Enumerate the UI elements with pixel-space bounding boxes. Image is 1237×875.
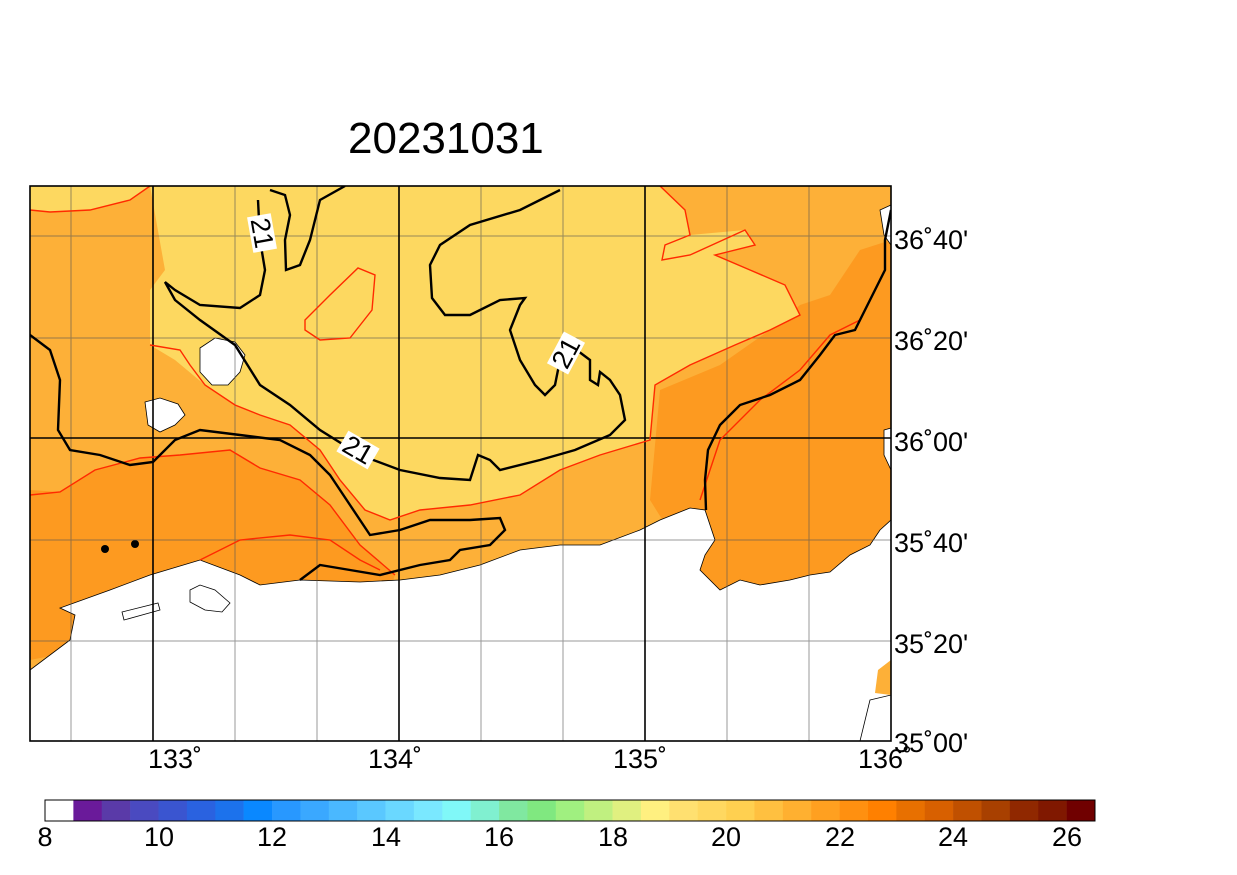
colorbar-box-10	[328, 800, 358, 821]
colorbar-box-17	[527, 800, 557, 821]
major-grid	[30, 186, 891, 741]
colorbar-box-30	[896, 800, 926, 821]
colorbar-tick-10: 10	[144, 822, 174, 852]
red-contour-east	[699, 319, 861, 501]
island-dot-1	[101, 545, 109, 553]
colorbar-tick-16: 16	[484, 822, 514, 852]
red-contour-north	[30, 186, 151, 213]
lat-label-36-00: 36˚00'	[894, 427, 968, 457]
colorbar-box-16	[499, 800, 528, 821]
contour-21-west	[30, 334, 507, 581]
small-island-2	[189, 584, 231, 613]
black-contours	[30, 186, 891, 581]
sst-light-region	[150, 186, 800, 520]
small-island-1	[121, 602, 161, 621]
colorbar-box-22	[669, 800, 698, 821]
contour-label-1: 21	[245, 213, 280, 253]
colorbar-box-26	[782, 800, 812, 821]
colorbar-box-24	[726, 800, 755, 821]
sst-light-north-west	[30, 186, 150, 212]
red-contour-main	[149, 186, 801, 521]
red-contour-island	[304, 267, 376, 341]
colorbar-box-13	[413, 800, 443, 821]
colorbar-box-33	[981, 800, 1011, 821]
map-title: 20231031	[348, 114, 544, 163]
colorbar-box-15	[470, 800, 500, 821]
land-east	[879, 204, 891, 246]
lat-label-36-20: 36˚20'	[894, 326, 968, 356]
colorbar-box-28	[839, 800, 869, 821]
map-field: 21 21 21	[30, 186, 891, 741]
colorbar-box-7	[243, 800, 273, 821]
red-contour-south	[199, 534, 381, 571]
colorbar-tick-22: 22	[825, 822, 855, 852]
lat-label-35-20: 35˚20'	[894, 629, 968, 659]
lon-label-133: 133˚	[148, 744, 202, 774]
colorbar-box-9	[300, 800, 330, 821]
colorbar-box-32	[953, 800, 982, 821]
colorbar-tick-12: 12	[257, 822, 287, 852]
colorbar-box-34	[1009, 800, 1039, 821]
colorbar-box-5	[186, 800, 216, 821]
colorbar-box-20	[612, 800, 642, 821]
contour-21-north	[269, 186, 346, 272]
lon-label-136: 136˚	[858, 744, 912, 774]
colorbar-box-12	[385, 800, 415, 821]
colorbar-frame	[44, 799, 1096, 822]
minor-grid	[30, 186, 891, 741]
colorbar-box-19	[584, 800, 613, 821]
colorbar-box-8	[272, 800, 301, 821]
lon-label-135: 135˚	[613, 744, 667, 774]
contour-21-central	[163, 188, 627, 482]
colorbar-box-4	[158, 800, 188, 821]
colorbar-box-35	[1038, 800, 1067, 821]
colorbar-tick-24: 24	[938, 822, 968, 852]
red-contours	[30, 186, 861, 576]
colorbar-box-6	[215, 800, 244, 821]
colorbar-box-27	[811, 800, 840, 821]
colorbar-box-3	[130, 800, 159, 821]
colorbar-tick-8: 8	[37, 822, 52, 852]
oki-small-island	[144, 397, 186, 433]
colorbar-box-36	[1066, 800, 1096, 821]
colorbar-box-25	[754, 800, 784, 821]
map-frame	[29, 185, 892, 742]
land-southeast	[859, 694, 891, 741]
colorbar-labels: 8 10 12 14 16 18 20 22 24 26	[37, 822, 1082, 852]
colorbar-box-14	[442, 800, 471, 821]
colorbar-tick-18: 18	[598, 822, 628, 852]
colorbar-box-1	[73, 800, 103, 821]
colorbar-box-2	[101, 800, 131, 821]
lat-label-35-00: 35˚00'	[894, 728, 968, 758]
lat-label-35-40: 35˚40'	[894, 528, 968, 558]
colorbar-box-21	[640, 800, 670, 821]
red-contour-west	[30, 449, 396, 576]
contour-21-east	[703, 209, 891, 511]
lat-label-36-40: 36˚40'	[894, 225, 968, 255]
sst-southeast-patch	[875, 660, 891, 695]
colorbar-box-18	[555, 800, 585, 821]
colorbar-tick-26: 26	[1052, 822, 1082, 852]
colorbar-box-31	[924, 800, 954, 821]
colorbar-tick-20: 20	[711, 822, 741, 852]
colorbar-box-0	[45, 800, 74, 821]
contour-label-text-1: 21	[245, 216, 280, 251]
colorbar-box-23	[697, 800, 727, 821]
island-dot-2	[131, 540, 139, 548]
colorbar-box-11	[357, 800, 386, 821]
oki-island	[199, 337, 246, 386]
colorbar-box-29	[867, 800, 897, 821]
lon-label-134: 134˚	[368, 744, 422, 774]
colorbar-tick-14: 14	[371, 822, 401, 852]
colorbar	[44, 799, 1096, 822]
